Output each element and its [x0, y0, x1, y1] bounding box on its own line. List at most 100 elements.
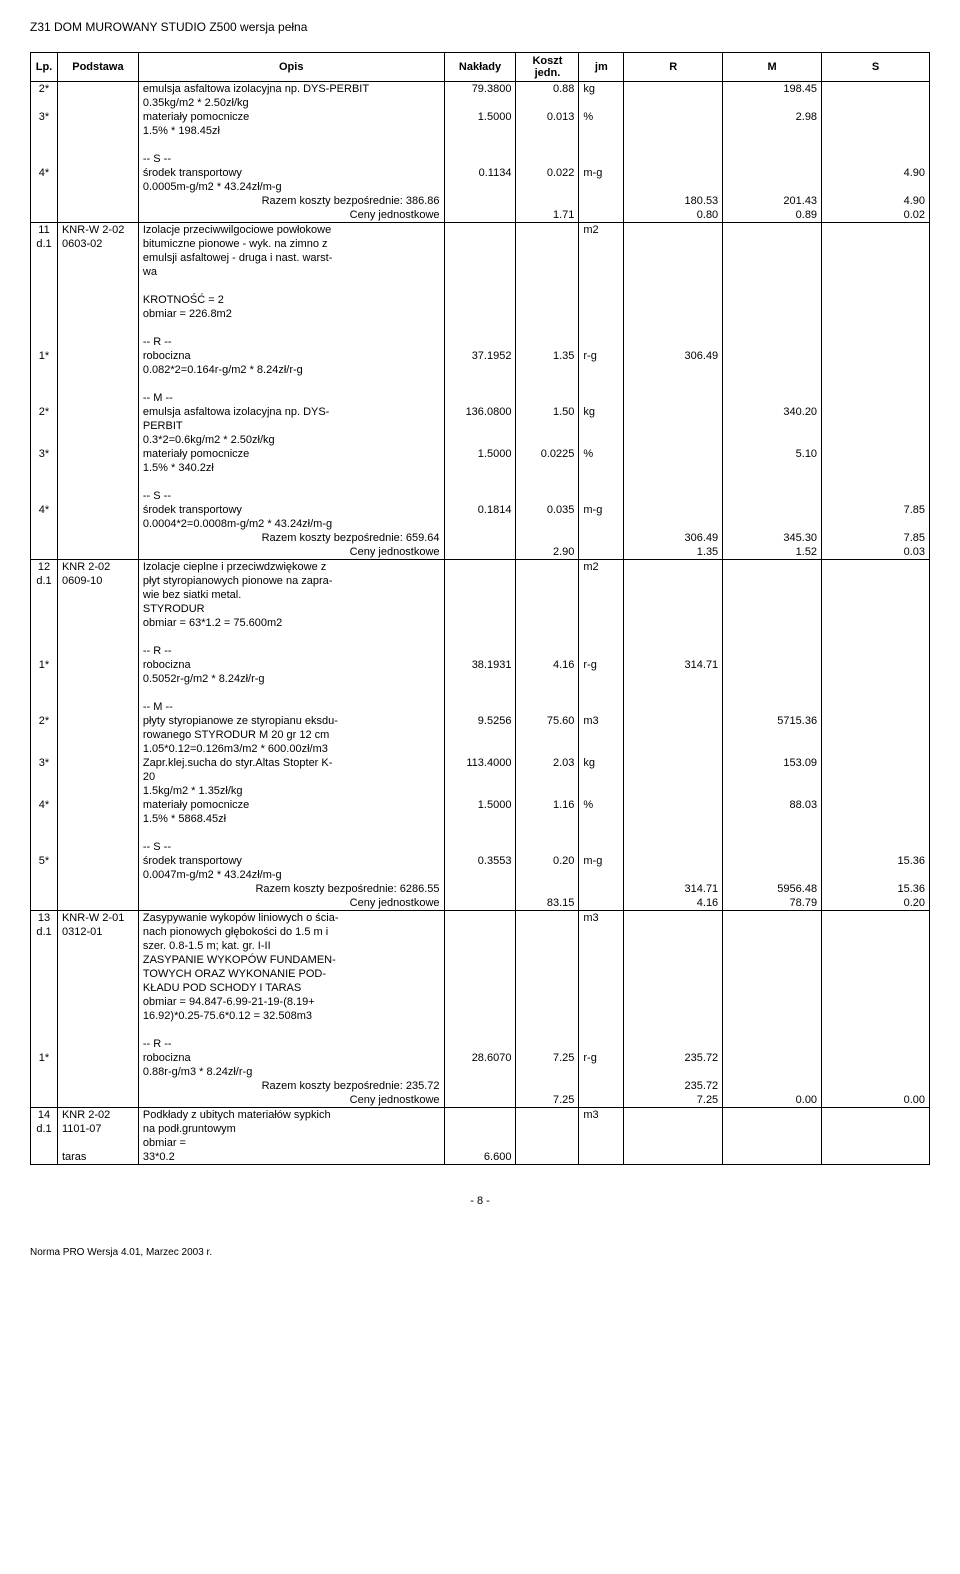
cell-m — [723, 784, 822, 798]
table-row: Ceny jednostkowe1.710.800.890.02 — [31, 208, 930, 223]
cell-m — [723, 911, 822, 926]
cell-opis: szer. 0.8-1.5 m; kat. gr. I-II — [138, 939, 444, 953]
cell-s — [822, 574, 930, 588]
cell-jm — [579, 335, 624, 349]
cell-s: 7.85 — [822, 503, 930, 517]
cell-naklady — [444, 911, 516, 926]
cell-m — [723, 925, 822, 939]
cell-r — [624, 700, 723, 714]
cell-lp: 1* — [31, 1051, 58, 1065]
cell-r — [624, 1065, 723, 1079]
cell-opis: Podkłady z ubitych materiałów sypkich — [138, 1108, 444, 1123]
cell-opis: Ceny jednostkowe — [138, 545, 444, 560]
cell-r — [624, 714, 723, 728]
table-row: 3*Zapr.klej.sucha do styr.Altas Stopter … — [31, 756, 930, 770]
cell-opis: rowanego STYRODUR M 20 gr 12 cm — [138, 728, 444, 742]
cell-jm — [579, 784, 624, 798]
cell-lp — [31, 1150, 58, 1165]
cell-r — [624, 307, 723, 321]
cell-r — [624, 939, 723, 953]
cell-s — [822, 967, 930, 981]
cell-r — [624, 166, 723, 180]
cell-opis: Razem koszty bezpośrednie: 386.86 — [138, 194, 444, 208]
cell-opis: bitumiczne pionowe - wyk. na zimno z — [138, 237, 444, 251]
cell-pod — [57, 307, 138, 321]
cell-s — [822, 307, 930, 321]
cell-jm — [579, 363, 624, 377]
cell-pod — [57, 826, 138, 840]
cell-pod — [57, 180, 138, 194]
cell-r — [624, 138, 723, 152]
cell-lp — [31, 826, 58, 840]
cell-koszt: 0.88 — [516, 82, 579, 97]
cell-s — [822, 124, 930, 138]
cell-naklady — [444, 742, 516, 756]
cell-r — [624, 335, 723, 349]
cell-koszt — [516, 770, 579, 784]
cell-r — [624, 742, 723, 756]
cell-opis — [138, 138, 444, 152]
cell-lp — [31, 545, 58, 560]
cell-koszt — [516, 1079, 579, 1093]
cell-r — [624, 784, 723, 798]
cell-r: 235.72 — [624, 1079, 723, 1093]
cell-s: 0.03 — [822, 545, 930, 560]
cell-jm — [579, 251, 624, 265]
cell-m — [723, 953, 822, 967]
cell-jm — [579, 896, 624, 911]
cell-s — [822, 840, 930, 854]
cell-lp: d.1 — [31, 1122, 58, 1136]
col-koszt: Koszt jedn. — [516, 53, 579, 82]
cell-jm — [579, 194, 624, 208]
document-title: Z31 DOM MUROWANY STUDIO Z500 wersja pełn… — [30, 20, 930, 34]
cell-m — [723, 616, 822, 630]
footer-version: Norma PRO Wersja 4.01, Marzec 2003 r. — [30, 1247, 212, 1258]
cell-m — [723, 574, 822, 588]
table-row: Razem koszty bezpośrednie: 386.86180.532… — [31, 194, 930, 208]
cell-koszt — [516, 293, 579, 307]
cell-naklady — [444, 251, 516, 265]
cell-opis — [138, 1023, 444, 1037]
cell-s — [822, 1037, 930, 1051]
table-row: -- S -- — [31, 489, 930, 503]
cell-pod — [57, 194, 138, 208]
cell-r — [624, 293, 723, 307]
cell-koszt — [516, 265, 579, 279]
cell-pod — [57, 503, 138, 517]
cell-m — [723, 489, 822, 503]
cell-opis: 0.5052r-g/m2 * 8.24zł/r-g — [138, 672, 444, 686]
cell-r — [624, 1023, 723, 1037]
cell-m — [723, 335, 822, 349]
cell-jm — [579, 1150, 624, 1165]
cell-koszt: 1.16 — [516, 798, 579, 812]
cell-r — [624, 644, 723, 658]
cell-naklady — [444, 630, 516, 644]
cell-lp — [31, 868, 58, 882]
cell-opis: nach pionowych głębokości do 1.5 m i — [138, 925, 444, 939]
cell-pod — [57, 714, 138, 728]
cell-koszt — [516, 517, 579, 531]
cell-pod — [57, 124, 138, 138]
cell-s: 4.90 — [822, 194, 930, 208]
cell-pod — [57, 265, 138, 279]
cell-pod — [57, 1009, 138, 1023]
cell-koszt — [516, 363, 579, 377]
table-row: 1*robocizna37.19521.35r-g306.49 — [31, 349, 930, 363]
cell-naklady — [444, 419, 516, 433]
cell-koszt — [516, 531, 579, 545]
cell-m — [723, 349, 822, 363]
cell-naklady — [444, 208, 516, 223]
cell-pod — [57, 728, 138, 742]
cell-m — [723, 152, 822, 166]
cell-jm: m-g — [579, 503, 624, 517]
cell-opis: Zasypywanie wykopów liniowych o ścia- — [138, 911, 444, 926]
cell-s — [822, 1051, 930, 1065]
cell-lp — [31, 981, 58, 995]
cell-opis: 0.0047m-g/m2 * 43.24zł/m-g — [138, 868, 444, 882]
cell-naklady — [444, 377, 516, 391]
cell-lp: 4* — [31, 166, 58, 180]
table-row: 0.082*2=0.164r-g/m2 * 8.24zł/r-g — [31, 363, 930, 377]
table-row — [31, 321, 930, 335]
cell-opis: Izolacje przeciwwilgociowe powłokowe — [138, 223, 444, 238]
cell-naklady: 28.6070 — [444, 1051, 516, 1065]
